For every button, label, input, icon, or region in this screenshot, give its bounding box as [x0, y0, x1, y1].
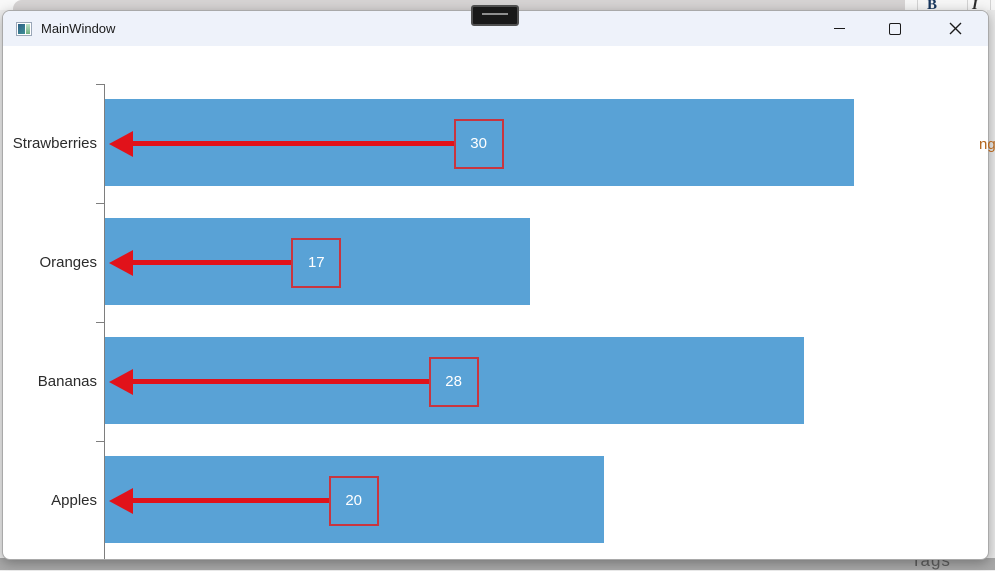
value-arrow-head-icon: [109, 249, 133, 276]
toolbar-separator: [967, 0, 968, 12]
background-toolbar: [905, 0, 995, 12]
background-window-edge: [13, 0, 905, 10]
value-annotation-box: 17: [291, 237, 342, 288]
value-arrow-line: [133, 378, 429, 384]
minimize-button[interactable]: [816, 11, 862, 46]
toolbar-separator: [917, 0, 918, 12]
value-annotation-box: 28: [428, 356, 479, 407]
value-arrow-head-icon: [109, 368, 133, 395]
value-arrow-line: [133, 140, 454, 146]
value-annotation-box: 30: [453, 118, 504, 169]
app-icon[interactable]: [16, 21, 32, 36]
y-axis-tick: [96, 203, 104, 204]
background-italic-button: I: [972, 0, 978, 13]
value-arrow-line: [133, 497, 329, 503]
background-bold-button: B: [927, 0, 938, 13]
grip-line-icon: [482, 13, 508, 15]
maximize-icon: [889, 22, 901, 35]
y-axis-tick: [96, 84, 104, 85]
close-button[interactable]: [932, 11, 978, 46]
toolbar-separator: [990, 0, 991, 12]
background-partial-text-right: ng: [979, 136, 995, 153]
value-arrow-head-icon: [109, 487, 133, 514]
category-label-apples: Apples: [51, 491, 97, 509]
minimize-icon: [833, 28, 845, 29]
value-arrow-head-icon: [109, 130, 133, 157]
y-axis-tick: [96, 441, 104, 442]
y-axis-tick: [96, 322, 104, 323]
y-axis-line: [104, 84, 105, 559]
app-icon-left: [18, 23, 25, 34]
desktop-background-bottom: [0, 558, 995, 570]
window-title: MainWindow: [41, 21, 116, 36]
category-label-strawberries: Strawberries: [12, 134, 97, 152]
category-label-oranges: Oranges: [39, 253, 97, 271]
desktop-background-right: [987, 10, 995, 558]
screen-grab-handle[interactable]: [471, 5, 519, 26]
category-label-bananas: Bananas: [37, 372, 97, 390]
plot-area[interactable]: Strawberries 30 Oranges 17 Bananas 28 Apples 20…: [3, 46, 988, 559]
app-icon-right: [26, 23, 30, 34]
maximize-button[interactable]: [872, 11, 918, 46]
value-arrow-line: [133, 259, 292, 265]
app-window: MainWindow Strawberries 30 Oranges 17 Banana…: [2, 10, 989, 560]
close-icon: [949, 22, 961, 35]
value-annotation-box: 20: [328, 475, 379, 526]
